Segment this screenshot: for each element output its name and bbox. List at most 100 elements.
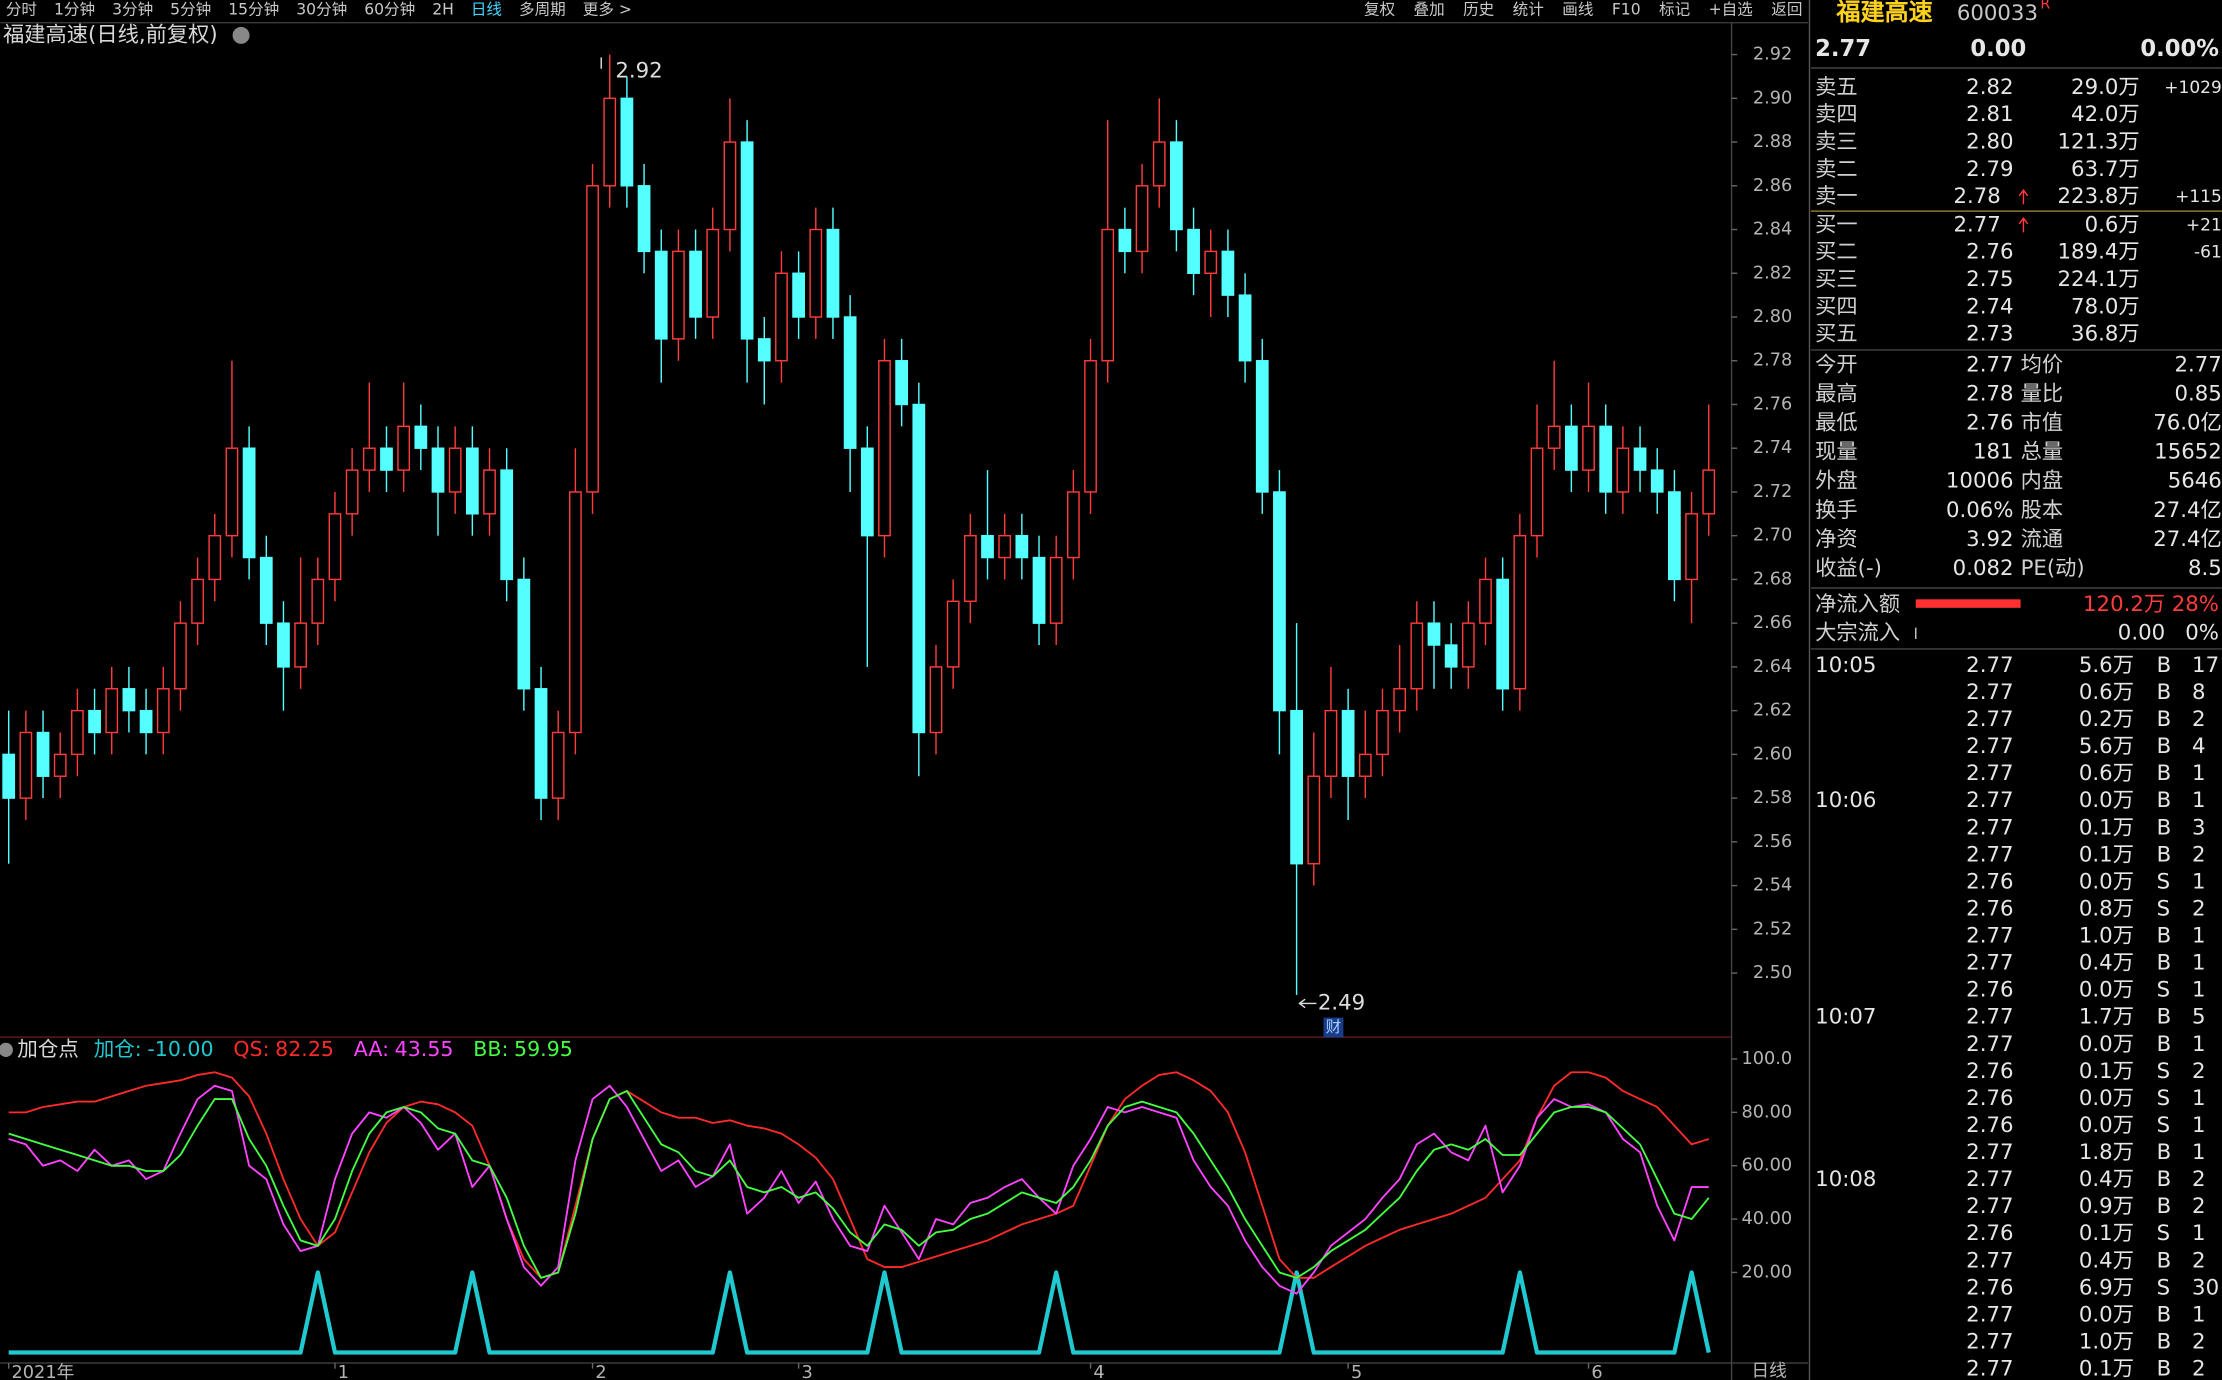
toolbar-button[interactable]: 返回 (1771, 0, 1802, 18)
toolbar-button[interactable]: 历史 (1463, 0, 1495, 18)
toolbar-tab[interactable]: 多周期 (519, 0, 566, 18)
toolbar-tab[interactable]: 2H (432, 0, 454, 18)
tick-side: S (2157, 869, 2171, 894)
book-label: 买五 (1815, 322, 1858, 347)
tick-side: B (2157, 734, 2172, 759)
tick-side: B (2157, 1140, 2172, 1165)
tick-volume: 0.1万 (2079, 815, 2134, 840)
toolbar-tab[interactable]: 1分钟 (54, 0, 95, 18)
tick-count: 2 (2192, 707, 2206, 732)
toolbar-button[interactable]: F10 (1612, 0, 1641, 18)
tick-count: 2 (2192, 1329, 2206, 1354)
stat-value: 0.082 (1953, 556, 2014, 581)
indicator-icon[interactable] (0, 1042, 13, 1057)
candle-body (242, 447, 256, 559)
title-icon[interactable] (232, 26, 250, 44)
tick-side: S (2157, 1086, 2171, 1111)
toolbar-tab[interactable]: 5分钟 (170, 0, 211, 18)
tick-side: B (2157, 842, 2172, 867)
toolbar-button[interactable]: +自选 (1709, 0, 1754, 18)
stat-label: 总量 (2021, 440, 2064, 465)
indicator-line (8, 1084, 1709, 1295)
stat-label: 现量 (1815, 440, 1858, 465)
x-tick-label: 2 (595, 1363, 606, 1380)
tick-price: 2.77 (1966, 680, 2013, 705)
y-tick-label: 2.64 (1753, 657, 1792, 677)
tick-price: 2.77 (1966, 653, 2013, 678)
tick-count: 1 (2192, 761, 2206, 786)
candle-body (53, 753, 67, 777)
y-tick-label: 2.50 (1753, 963, 1792, 983)
stat-value: 0.06% (1946, 498, 2014, 523)
indicator-line (8, 1270, 1711, 1355)
toolbar-tab[interactable]: 3分钟 (112, 0, 153, 18)
candle-body (689, 250, 702, 318)
toolbar-tab[interactable]: 日线 (471, 0, 502, 18)
book-label: 卖四 (1815, 102, 1858, 127)
legend-value: 59.95 (514, 1037, 573, 1061)
y-tick-label: 2.82 (1753, 263, 1792, 283)
period-label: 日线 (1751, 1360, 1787, 1380)
toolbar-tab[interactable]: 更多 > (583, 0, 632, 18)
toolbar-button[interactable]: 画线 (1562, 0, 1593, 18)
up-arrow (2018, 217, 2029, 233)
toolbar-tab[interactable]: 分时 (6, 0, 37, 18)
book-label: 卖二 (1815, 157, 1858, 182)
toolbar-tab[interactable]: 15分钟 (228, 0, 279, 18)
tick-count: 1 (2192, 1113, 2206, 1138)
candle-body (620, 97, 634, 187)
candle-body (1221, 250, 1235, 296)
candle-body (1204, 250, 1218, 274)
toolbar-tab[interactable]: 30分钟 (296, 0, 347, 18)
tick-side: B (2157, 707, 2172, 732)
y-tick-label: 2.90 (1753, 88, 1792, 108)
candle-body (122, 688, 136, 712)
tick-price: 2.77 (1966, 842, 2013, 867)
candle-body (1530, 447, 1544, 537)
candle-body (1084, 360, 1097, 493)
tick-side: B (2157, 1329, 2172, 1354)
tick-side: B (2157, 653, 2172, 678)
candle-body (1341, 709, 1355, 777)
candle-body (998, 534, 1012, 559)
candle-body (1255, 360, 1269, 493)
toolbar-tab[interactable]: 60分钟 (364, 0, 415, 18)
tick-volume: 0.9万 (2079, 1194, 2134, 1219)
toolbar-button[interactable]: 叠加 (1414, 0, 1445, 18)
stat-label: 市值 (2021, 411, 2064, 436)
candle-body (345, 469, 359, 515)
y-tick-label: 2.76 (1753, 394, 1792, 414)
y-tick-label: 20.00 (1741, 1262, 1792, 1282)
candle-body (36, 731, 50, 777)
candle-body (1427, 622, 1441, 646)
tick-volume: 1.8万 (2079, 1140, 2134, 1165)
candle-body (1702, 469, 1716, 515)
candle-body (740, 141, 754, 340)
candle-body (1015, 534, 1029, 559)
toolbar-button[interactable]: 复权 (1364, 0, 1396, 18)
book-label: 买一 (1815, 212, 1858, 237)
tick-price: 2.77 (1966, 1248, 2013, 1273)
tick-price: 2.77 (1966, 788, 2013, 813)
stat-value: 15652 (2154, 440, 2222, 465)
toolbar-button[interactable]: 统计 (1513, 0, 1544, 18)
candle-body (792, 272, 805, 318)
candle-body (259, 556, 273, 624)
tick-count: 2 (2192, 896, 2206, 921)
y-tick-label: 2.80 (1753, 307, 1792, 327)
tick-volume: 0.0万 (2079, 1086, 2134, 1111)
tick-volume: 0.6万 (2079, 761, 2134, 786)
event-badge[interactable]: 财 (1326, 1018, 1342, 1036)
toolbar-button[interactable]: 标记 (1659, 0, 1690, 18)
tick-count: 1 (2192, 1140, 2206, 1165)
tick-price: 2.77 (1966, 707, 2013, 732)
stat-value: 0.85 (2174, 382, 2221, 407)
candle-body (1599, 425, 1613, 493)
candle-body (981, 534, 994, 559)
tick-price: 2.76 (1966, 1275, 2013, 1300)
candle-body (431, 447, 445, 493)
y-tick-label: 2.58 (1753, 788, 1792, 808)
tick-volume: 1.0万 (2079, 1329, 2134, 1354)
tick-side: B (2157, 1167, 2172, 1192)
candle-body (706, 228, 720, 318)
